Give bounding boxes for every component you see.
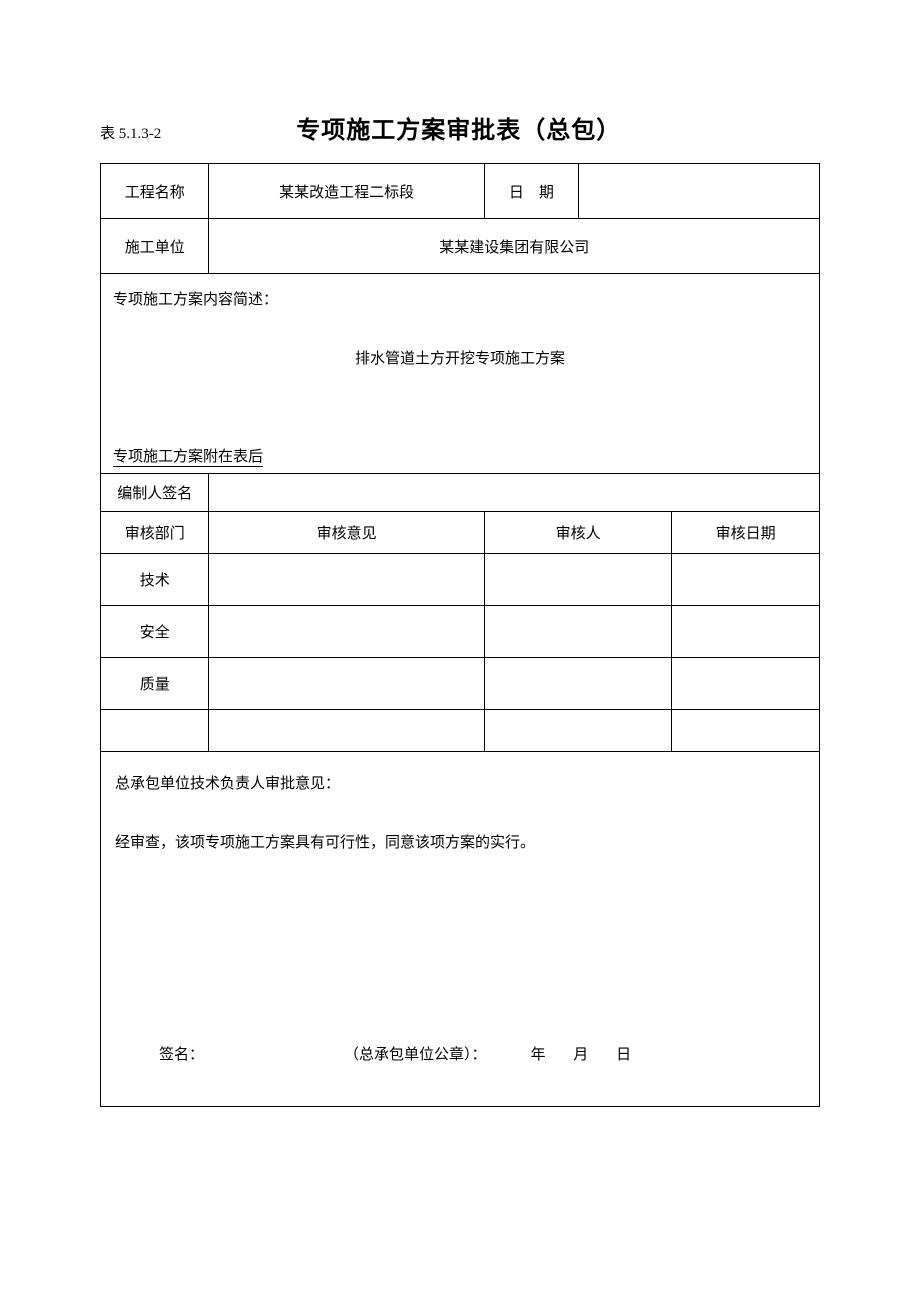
review-date	[672, 658, 820, 710]
construction-unit-row: 施工单位 某某建设集团有限公司	[101, 219, 820, 274]
content-section-label: 专项施工方案内容简述：	[113, 288, 807, 309]
review-row: 技术	[101, 554, 820, 606]
construction-unit-value: 某某建设集团有限公司	[209, 219, 820, 274]
review-dept: 质量	[101, 658, 209, 710]
date-parts: 年 月 日	[519, 1043, 644, 1064]
review-opinion	[209, 710, 485, 752]
content-section: 专项施工方案内容简述： 排水管道土方开挖专项施工方案 专项施工方案附在表后	[101, 274, 820, 474]
review-dept: 安全	[101, 606, 209, 658]
content-footer: 专项施工方案附在表后	[113, 445, 263, 467]
date-label: 日 期	[484, 164, 578, 219]
project-name-row: 工程名称 某某改造工程二标段 日 期	[101, 164, 820, 219]
review-person	[484, 606, 671, 658]
review-date	[672, 710, 820, 752]
content-row: 专项施工方案内容简述： 排水管道土方开挖专项施工方案 专项施工方案附在表后	[101, 274, 820, 474]
review-row: 安全	[101, 606, 820, 658]
header-row: 表 5.1.3-2 专项施工方案审批表（总包）	[100, 110, 820, 145]
review-row	[101, 710, 820, 752]
project-name-value: 某某改造工程二标段	[209, 164, 485, 219]
approval-text: 经审查，该项专项施工方案具有可行性，同意该项方案的实行。	[115, 831, 805, 852]
review-dept: 技术	[101, 554, 209, 606]
date-month: 月	[573, 1047, 588, 1063]
review-header-date: 审核日期	[672, 512, 820, 554]
review-header-dept: 审核部门	[101, 512, 209, 554]
review-opinion	[209, 606, 485, 658]
review-opinion	[209, 658, 485, 710]
approval-section: 总承包单位技术负责人审批意见： 经审查，该项专项施工方案具有可行性，同意该项方案…	[101, 752, 820, 1107]
compiler-value	[209, 474, 820, 512]
review-header-row: 审核部门 审核意见 审核人 审核日期	[101, 512, 820, 554]
compiler-row: 编制人签名	[101, 474, 820, 512]
approval-title: 总承包单位技术负责人审批意见：	[115, 772, 805, 793]
review-header-person: 审核人	[484, 512, 671, 554]
review-header-opinion: 审核意见	[209, 512, 485, 554]
date-day: 日	[616, 1047, 631, 1063]
content-body: 排水管道土方开挖专项施工方案	[113, 347, 807, 368]
page-title: 专项施工方案审批表（总包）	[296, 110, 621, 145]
project-name-label: 工程名称	[101, 164, 209, 219]
stamp-label: （总承包单位公章）：	[344, 1043, 487, 1064]
review-person	[484, 554, 671, 606]
approval-form-table: 工程名称 某某改造工程二标段 日 期 施工单位 某某建设集团有限公司 专项施工方…	[100, 163, 820, 1107]
review-row: 质量	[101, 658, 820, 710]
table-number: 表 5.1.3-2	[100, 122, 161, 143]
review-person	[484, 658, 671, 710]
approval-row: 总承包单位技术负责人审批意见： 经审查，该项专项施工方案具有可行性，同意该项方案…	[101, 752, 820, 1107]
review-dept	[101, 710, 209, 752]
construction-unit-label: 施工单位	[101, 219, 209, 274]
date-year: 年	[531, 1047, 546, 1063]
signature-label: 签名：	[159, 1043, 204, 1064]
compiler-label: 编制人签名	[101, 474, 209, 512]
review-opinion	[209, 554, 485, 606]
signature-line: 签名： （总承包单位公章）： 年 月 日	[159, 1043, 805, 1064]
review-person	[484, 710, 671, 752]
review-date	[672, 554, 820, 606]
review-date	[672, 606, 820, 658]
date-value	[578, 164, 819, 219]
